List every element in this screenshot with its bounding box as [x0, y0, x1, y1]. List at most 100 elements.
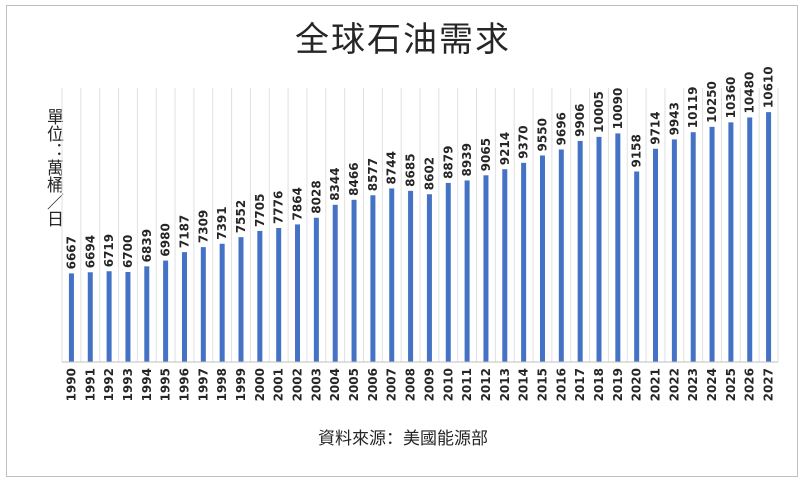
x-tick-2017: 2017 [573, 368, 587, 401]
data-label-2003: 8028 [309, 180, 323, 213]
data-label-2022: 9943 [667, 102, 681, 135]
data-label-2002: 7864 [291, 187, 305, 220]
data-label-1999: 7552 [234, 200, 248, 233]
bar-1993 [125, 272, 131, 362]
bar-2024 [709, 126, 715, 363]
data-label-2025: 10360 [724, 77, 738, 119]
x-tick-2008: 2008 [404, 368, 418, 401]
x-tick-2010: 2010 [441, 368, 455, 401]
x-tick-2015: 2015 [535, 368, 549, 401]
bar-2026 [747, 117, 753, 362]
source-note: 資料來源：美國能源部 [318, 429, 488, 449]
x-tick-2023: 2023 [686, 368, 700, 401]
x-tick-2026: 2026 [743, 368, 757, 401]
bar-2000 [257, 230, 263, 362]
bar-1997 [200, 247, 206, 362]
bar-2002 [295, 224, 301, 362]
data-label-2013: 9214 [498, 132, 512, 165]
bar-2011 [464, 180, 470, 362]
bar-series [68, 112, 772, 363]
bar-2027 [766, 112, 772, 362]
data-label-2024: 10250 [705, 81, 719, 123]
bar-2001 [276, 228, 282, 362]
x-tick-2007: 2007 [385, 368, 399, 401]
bar-2021 [653, 148, 659, 362]
y-axis-label: 單位：萬桶／日 [43, 108, 63, 227]
x-tick-1998: 1998 [215, 368, 229, 401]
data-label-2005: 8466 [347, 162, 361, 195]
x-tick-1990: 1990 [64, 368, 78, 401]
data-label-2017: 9906 [573, 104, 587, 137]
x-tick-1999: 1999 [234, 368, 248, 401]
bar-2014 [521, 162, 527, 362]
x-tick-2016: 2016 [554, 368, 568, 401]
bar-1990 [68, 273, 74, 362]
bar-2015 [539, 155, 545, 362]
data-label-2011: 8939 [460, 143, 474, 176]
x-tick-2020: 2020 [630, 368, 644, 401]
x-tick-2004: 2004 [328, 368, 342, 401]
x-tick-2018: 2018 [592, 368, 606, 401]
bar-2025 [728, 122, 734, 363]
data-label-1993: 6700 [121, 235, 135, 268]
x-tick-2025: 2025 [724, 368, 738, 401]
bar-2010 [445, 182, 451, 362]
bar-1994 [144, 266, 150, 362]
bar-1996 [181, 252, 187, 362]
data-label-2020: 9158 [630, 134, 644, 167]
data-label-1997: 7309 [196, 210, 210, 243]
x-tick-2000: 2000 [253, 368, 267, 401]
x-tick-1994: 1994 [140, 368, 154, 401]
data-label-1995: 6980 [159, 223, 173, 256]
data-label-2014: 9370 [517, 125, 531, 158]
bar-2007 [389, 188, 395, 362]
bar-2012 [483, 175, 489, 362]
bar-1991 [87, 272, 93, 362]
data-label-2010: 8879 [441, 146, 455, 179]
x-tick-2022: 2022 [667, 368, 681, 401]
data-label-2016: 9696 [554, 112, 568, 145]
bar-2004 [332, 204, 338, 362]
x-tick-2009: 2009 [422, 368, 436, 401]
data-label-2027: 10610 [762, 66, 776, 108]
data-label-2001: 7776 [272, 191, 286, 224]
data-label-1992: 6719 [102, 234, 116, 267]
data-label-2004: 8344 [328, 167, 342, 200]
x-tick-2011: 2011 [460, 368, 474, 401]
x-tick-2014: 2014 [517, 368, 531, 401]
data-label-2015: 9550 [535, 118, 549, 151]
x-tick-2001: 2001 [272, 368, 286, 401]
x-tick-2003: 2003 [309, 368, 323, 401]
data-label-1991: 6694 [83, 235, 97, 268]
x-tick-1991: 1991 [83, 368, 97, 401]
x-tick-2019: 2019 [611, 368, 625, 401]
data-label-1996: 7187 [177, 215, 191, 248]
x-tick-2012: 2012 [479, 368, 493, 401]
data-label-2018: 10005 [592, 91, 606, 133]
data-label-2007: 8744 [385, 151, 399, 184]
bar-2016 [558, 149, 564, 362]
bar-1998 [219, 243, 225, 362]
x-tick-2021: 2021 [649, 368, 663, 401]
x-tick-1996: 1996 [177, 368, 191, 401]
bar-2003 [313, 217, 319, 362]
bar-2018 [596, 136, 602, 362]
bar-1995 [163, 260, 169, 362]
bar-2008 [408, 190, 414, 362]
x-tick-2027: 2027 [762, 368, 776, 401]
x-tick-1997: 1997 [196, 368, 210, 401]
data-label-2006: 8577 [366, 158, 380, 191]
bar-2020 [634, 171, 640, 362]
x-tick-2024: 2024 [705, 368, 719, 401]
data-label-1998: 7391 [215, 206, 229, 239]
x-tick-2013: 2013 [498, 368, 512, 401]
data-labels: 6667 6694 6719 6700 6839 6980 7187 7309 7391 7552… [64, 66, 775, 269]
bar-2006 [370, 195, 376, 362]
data-label-2008: 8685 [404, 153, 418, 186]
gridlines [61, 88, 779, 362]
x-tick-1992: 1992 [102, 368, 116, 401]
data-label-2012: 9065 [479, 138, 493, 171]
chart-title: 全球石油需求 [295, 20, 511, 60]
x-tick-2002: 2002 [291, 368, 305, 401]
